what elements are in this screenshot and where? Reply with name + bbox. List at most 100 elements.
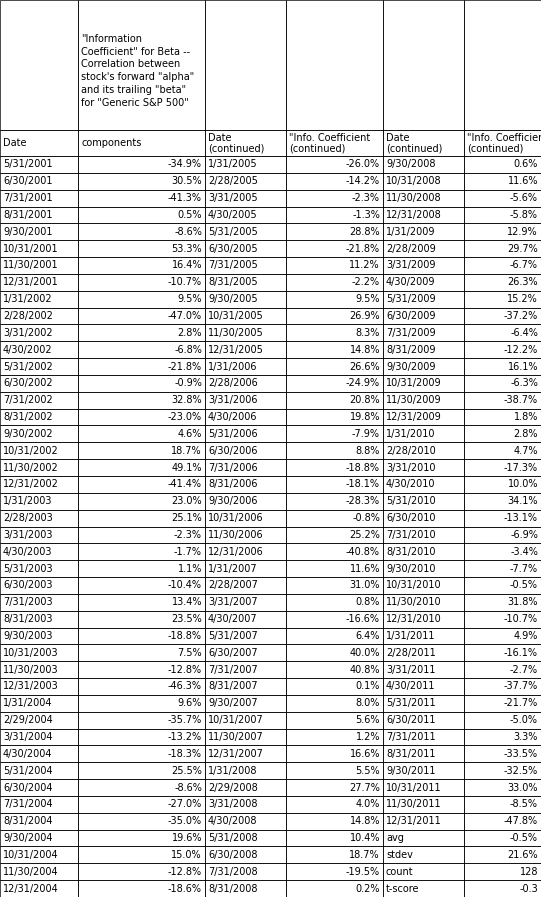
Bar <box>286 392 383 409</box>
Bar <box>205 695 286 711</box>
Text: -38.7%: -38.7% <box>504 396 538 405</box>
Bar <box>205 830 286 847</box>
Bar <box>286 257 383 274</box>
Text: -0.5%: -0.5% <box>510 580 538 590</box>
Text: -26.0%: -26.0% <box>346 160 380 170</box>
Text: 31.8%: 31.8% <box>507 597 538 607</box>
Text: -28.3%: -28.3% <box>346 496 380 506</box>
Text: 18.7%: 18.7% <box>349 849 380 860</box>
Text: 6/30/2007: 6/30/2007 <box>208 648 258 658</box>
Text: -35.7%: -35.7% <box>168 715 202 725</box>
Bar <box>464 594 541 611</box>
Text: 9.5%: 9.5% <box>355 294 380 304</box>
Bar <box>0 0 78 130</box>
Text: -21.7%: -21.7% <box>504 699 538 709</box>
Bar <box>464 375 541 392</box>
Text: 4/30/2010: 4/30/2010 <box>386 479 436 490</box>
Text: 3/31/2004: 3/31/2004 <box>3 732 52 742</box>
Bar <box>0 711 78 728</box>
Bar <box>78 678 205 695</box>
Text: -6.8%: -6.8% <box>174 344 202 354</box>
Text: 11/30/2005: 11/30/2005 <box>208 327 264 338</box>
Text: -10.4%: -10.4% <box>168 580 202 590</box>
Bar <box>78 257 205 274</box>
Bar <box>205 459 286 476</box>
Bar <box>383 561 464 577</box>
Text: 4/30/2011: 4/30/2011 <box>386 682 436 692</box>
Text: 10/31/2007: 10/31/2007 <box>208 715 264 725</box>
Bar <box>205 762 286 779</box>
Bar <box>0 492 78 509</box>
Text: 6/30/2001: 6/30/2001 <box>3 177 52 187</box>
Text: 9/30/2010: 9/30/2010 <box>386 563 436 573</box>
Text: "Information
Coefficient" for Beta --
Correlation between
stock's forward "alpha: "Information Coefficient" for Beta -- Co… <box>81 34 194 108</box>
Text: 1/31/2007: 1/31/2007 <box>208 563 258 573</box>
Text: -12.8%: -12.8% <box>168 867 202 876</box>
Bar <box>205 779 286 796</box>
Bar <box>205 206 286 223</box>
Text: -0.3: -0.3 <box>519 884 538 893</box>
Text: 2/28/2009: 2/28/2009 <box>386 244 436 254</box>
Text: 2/28/2006: 2/28/2006 <box>208 379 258 388</box>
Bar <box>78 156 205 173</box>
Bar <box>286 594 383 611</box>
Bar <box>78 375 205 392</box>
Bar <box>286 863 383 880</box>
Text: 14.8%: 14.8% <box>349 816 380 826</box>
Bar <box>0 459 78 476</box>
Bar <box>78 695 205 711</box>
Text: 12/31/2008: 12/31/2008 <box>386 210 442 220</box>
Text: -8.6%: -8.6% <box>174 227 202 237</box>
Text: 8/31/2005: 8/31/2005 <box>208 277 258 287</box>
Text: 2.8%: 2.8% <box>177 327 202 338</box>
Text: 11/30/2003: 11/30/2003 <box>3 665 58 675</box>
Bar <box>205 561 286 577</box>
Text: 4.9%: 4.9% <box>513 631 538 641</box>
Text: -6.9%: -6.9% <box>510 530 538 540</box>
Text: 25.5%: 25.5% <box>171 766 202 776</box>
Text: 18.7%: 18.7% <box>171 446 202 456</box>
Text: 7/31/2011: 7/31/2011 <box>386 732 436 742</box>
Text: 11.6%: 11.6% <box>349 563 380 573</box>
Bar <box>464 257 541 274</box>
Bar <box>205 594 286 611</box>
Bar <box>383 325 464 341</box>
Bar <box>205 442 286 459</box>
Bar <box>78 830 205 847</box>
Text: 4/30/2002: 4/30/2002 <box>3 344 52 354</box>
Text: 15.0%: 15.0% <box>171 849 202 860</box>
Text: 7/31/2001: 7/31/2001 <box>3 193 52 203</box>
Text: "Info. Coefficient
(continued): "Info. Coefficient (continued) <box>467 133 541 153</box>
Text: -41.3%: -41.3% <box>168 193 202 203</box>
Bar <box>464 392 541 409</box>
Bar <box>0 274 78 291</box>
Text: -10.7%: -10.7% <box>504 614 538 624</box>
Text: 6/30/2005: 6/30/2005 <box>208 244 258 254</box>
Bar <box>78 813 205 830</box>
Text: 12/31/2010: 12/31/2010 <box>386 614 442 624</box>
Bar <box>205 0 286 130</box>
Text: 25.1%: 25.1% <box>171 513 202 523</box>
Text: 12/31/2011: 12/31/2011 <box>386 816 442 826</box>
Bar <box>286 274 383 291</box>
Bar <box>205 173 286 189</box>
Text: 7/31/2004: 7/31/2004 <box>3 799 52 809</box>
Bar <box>286 561 383 577</box>
Text: -47.8%: -47.8% <box>504 816 538 826</box>
Text: 7.5%: 7.5% <box>177 648 202 658</box>
Text: 4.6%: 4.6% <box>177 429 202 439</box>
Text: 10.4%: 10.4% <box>349 833 380 843</box>
Text: -0.9%: -0.9% <box>174 379 202 388</box>
Bar <box>383 762 464 779</box>
Text: -47.0%: -47.0% <box>168 311 202 321</box>
Text: 11/30/2008: 11/30/2008 <box>386 193 441 203</box>
Bar <box>205 628 286 644</box>
Bar <box>286 358 383 375</box>
Text: 9/30/2003: 9/30/2003 <box>3 631 52 641</box>
Bar <box>383 830 464 847</box>
Text: 26.3%: 26.3% <box>507 277 538 287</box>
Bar <box>286 577 383 594</box>
Bar <box>464 206 541 223</box>
Bar <box>464 728 541 745</box>
Text: -8.6%: -8.6% <box>174 782 202 793</box>
